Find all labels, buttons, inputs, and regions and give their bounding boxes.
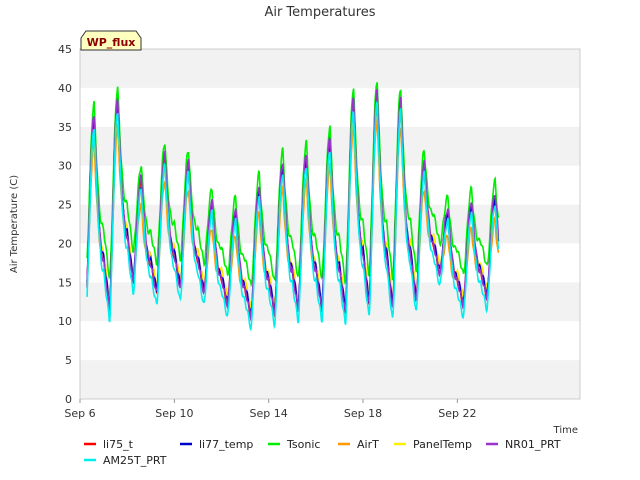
- y-tick-label: 35: [58, 121, 72, 134]
- series-line-tsonic: [86, 82, 500, 288]
- x-tick-label: Sep 10: [155, 407, 193, 420]
- x-tick-label: Sep 22: [438, 407, 476, 420]
- grid-band: [80, 321, 580, 361]
- y-axis-ticks: 0 5 10 15 20 25 30 35 40 45: [58, 43, 72, 406]
- y-tick-label: 5: [65, 354, 72, 367]
- y-tick-label: 30: [58, 160, 72, 173]
- grid-band: [80, 282, 580, 322]
- grid-band: [80, 204, 580, 244]
- y-tick-label: 25: [58, 199, 72, 212]
- y-tick-label: 45: [58, 43, 72, 56]
- badge-label: WP_flux: [87, 36, 136, 49]
- y-tick-label: 0: [65, 393, 72, 406]
- grid-band: [80, 87, 580, 127]
- y-tick-label: 10: [58, 315, 72, 328]
- x-tick-label: Sep 6: [64, 407, 95, 420]
- series-line-am25t-prt: [86, 101, 500, 332]
- y-tick-label: 20: [58, 237, 72, 250]
- legend-label: AM25T_PRT: [103, 454, 167, 467]
- x-tick-label: Sep 18: [344, 407, 382, 420]
- series-layer: [86, 82, 500, 332]
- x-tick-label: Sep 14: [250, 407, 288, 420]
- grid-band: [80, 49, 580, 88]
- y-tick-label: 40: [58, 82, 72, 95]
- plot-frame: [79, 48, 581, 400]
- wp-flux-badge: WP_flux: [80, 30, 142, 51]
- y-tick-label: 15: [58, 276, 72, 289]
- legend-label: AirT: [357, 438, 379, 451]
- legend-label: li77_temp: [199, 438, 253, 451]
- legend: li75_t li77_temp Tsonic AirT PanelTemp NR01_P…: [84, 438, 561, 467]
- y-axis-label: Air Temperature (C): [9, 175, 20, 273]
- x-axis-ticks: Sep 6 Sep 10 Sep 14 Sep 18 Sep 22: [64, 399, 476, 420]
- legend-label: li75_t: [103, 438, 134, 451]
- grid-band: [80, 243, 580, 283]
- grid-band: [80, 360, 580, 399]
- series-line-nr01-prt: [86, 89, 500, 322]
- legend-label: PanelTemp: [413, 438, 472, 451]
- legend-label: NR01_PRT: [505, 438, 561, 451]
- plot-background-bands: [80, 49, 580, 399]
- chart-title: Air Temperatures: [264, 5, 375, 20]
- x-axis-label: Time: [553, 425, 578, 436]
- legend-label: Tsonic: [286, 438, 320, 451]
